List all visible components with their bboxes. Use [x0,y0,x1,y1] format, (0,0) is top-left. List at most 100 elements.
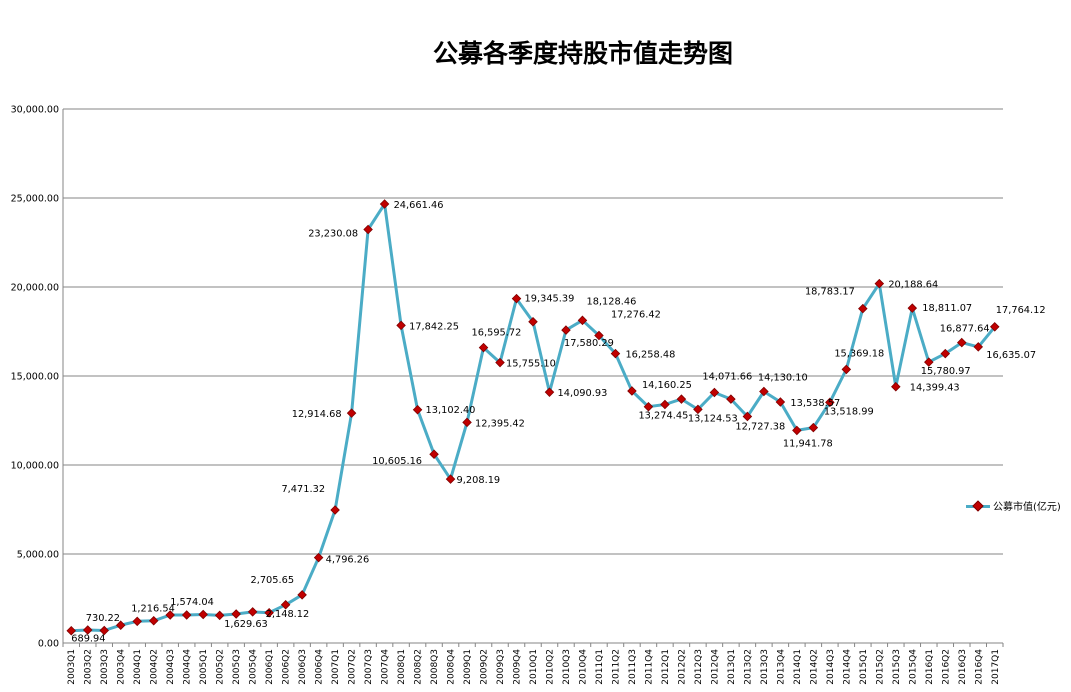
x-tick-label: 2008Q3 [430,649,440,685]
data-point [330,505,340,515]
x-tick-label: 2009Q3 [496,649,506,685]
data-label: 17,580.29 [564,338,614,349]
x-tick-label: 2006Q3 [298,649,308,685]
x-tick-label: 2015Q3 [892,649,902,685]
data-point [412,405,423,415]
data-point [841,364,852,375]
x-tick-label: 2006Q4 [315,649,325,685]
x-tick-label: 2005Q2 [216,649,226,685]
data-point [742,411,753,422]
x-tick-label: 2010Q4 [578,649,588,685]
data-point [808,422,819,433]
data-point [99,625,109,636]
data-label: 17,764.12 [996,305,1046,316]
x-tick-label: 2007Q4 [381,649,391,685]
x-tick-label: 2009Q1 [463,649,473,685]
x-tick-label: 2007Q3 [364,649,374,685]
x-tick-label: 2010Q2 [545,649,555,685]
data-point [825,397,835,408]
x-tick-label: 2010Q1 [529,649,539,685]
data-point [643,401,654,412]
data-point [627,386,637,396]
data-point [726,394,736,404]
data-point [709,387,720,398]
data-point [693,404,703,415]
data-label: 2,148.12 [266,609,310,620]
x-tick-label: 2012Q2 [677,649,687,685]
data-point [429,449,439,459]
x-tick-label: 2010Q3 [562,649,572,685]
data-label: 16,258.48 [625,350,675,361]
data-point [165,610,175,620]
data-label: 14,399.43 [910,383,960,394]
x-tick-label: 2003Q4 [117,649,127,685]
x-tick-label: 2004Q1 [133,649,143,685]
x-tick-label: 2003Q2 [84,649,94,685]
x-tick-label: 2012Q3 [694,649,704,685]
y-tick-label: 10,000.00 [11,461,59,472]
data-label: 1,629.63 [224,619,268,630]
data-point [478,342,489,353]
data-point [264,607,274,618]
data-label: 16,595.72 [472,328,522,339]
data-point [132,616,142,627]
x-tick-label: 2004Q3 [166,649,176,685]
data-point [544,387,555,397]
data-label: 1,216.54 [131,603,175,614]
x-tick-label: 2011Q3 [628,649,638,685]
x-tick-label: 2016Q1 [925,649,935,685]
x-tick-label: 2014Q4 [842,649,852,685]
data-label: 689.94 [71,634,105,645]
data-point [231,609,241,619]
x-tick-label: 2012Q4 [710,649,720,685]
x-tick-label: 2012Q1 [661,649,671,685]
data-label: 15,369.18 [834,348,884,359]
data-point [115,620,126,630]
data-point [561,325,571,335]
data-label: 13,102.40 [426,405,476,416]
x-tick-label: 2005Q4 [249,649,259,685]
axes [62,109,1004,647]
x-tick-label: 2009Q4 [513,649,523,685]
data-point [759,386,769,397]
x-tick-label: 2011Q1 [595,649,605,685]
gridlines [63,108,1003,644]
data-point [181,610,192,620]
data-label: 2,705.65 [250,575,294,586]
data-label: 23,230.08 [308,229,358,240]
data-point [82,625,93,635]
x-tick-label: 2015Q1 [859,649,869,685]
y-tick-label: 15,000.00 [11,372,59,383]
x-tick-label: 2013Q1 [727,649,737,685]
data-label: 18,128.46 [586,296,636,307]
data-point [940,348,951,359]
data-label: 13,538.57 [790,398,840,409]
x-tick-labels: 2003Q1 2003Q2 2003Q3 2003Q4 2004Q1 2004Q2 2004… [67,649,1001,685]
x-tick-label: 2013Q3 [760,649,770,685]
legend-swatch [966,499,990,512]
data-label: 17,276.42 [611,309,661,320]
x-tick-label: 2008Q4 [447,649,457,685]
x-tick-label: 2011Q4 [644,649,654,685]
data-point [462,417,472,428]
x-tick-label: 2015Q2 [875,649,885,685]
y-tick-label: 20,000.00 [11,283,59,294]
y-tick-label: 0.00 [38,639,59,650]
x-tick-label: 2016Q2 [941,649,951,685]
data-label: 18,783.17 [805,287,855,298]
data-point [594,330,604,341]
data-label: 13,518.99 [824,406,874,417]
x-tick-label: 2013Q2 [743,649,753,685]
x-tick-label: 2009Q2 [480,649,490,685]
data-label: 17,842.25 [409,321,459,332]
x-tick-label: 2015Q4 [908,649,918,685]
data-point [247,607,258,617]
data-point [198,609,208,620]
y-tick-label: 5,000.00 [17,550,59,561]
y-tick-label: 30,000.00 [11,105,59,116]
data-label: 1,574.04 [170,597,214,608]
x-tick-label: 2017Q1 [991,649,1001,685]
data-label: 7,471.32 [281,484,325,495]
x-tick-label: 2016Q3 [958,649,968,685]
data-point [214,610,225,621]
